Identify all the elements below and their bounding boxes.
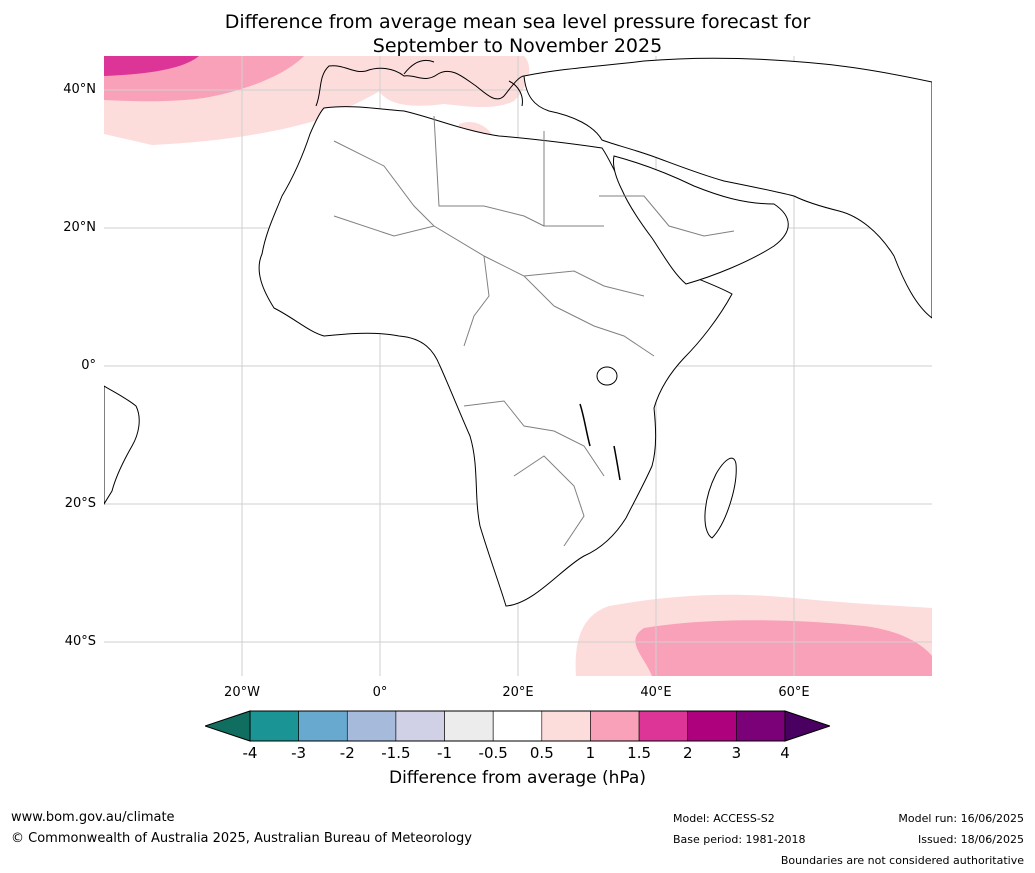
footer-disclaimer: Boundaries are not considered authoritat… xyxy=(780,854,1024,867)
lon-label-20w: 20°W xyxy=(224,685,260,700)
lat-label-20n: 20°N xyxy=(63,220,96,235)
footer-issued: Issued: 18/06/2025 xyxy=(917,833,1024,846)
lon-label-40e: 40°E xyxy=(640,685,672,700)
south-america-edge xyxy=(104,385,140,505)
footer-model-run: Model run: 16/06/2025 xyxy=(898,812,1024,825)
anomaly-area-south-mid xyxy=(635,620,932,676)
colorbar-over-arrow xyxy=(784,710,832,742)
colorbar-tick-label: -1.5 xyxy=(381,744,411,762)
colorbar-segment xyxy=(444,710,494,742)
arabian-peninsula xyxy=(613,155,789,285)
lat-label-20s: 20°S xyxy=(64,496,96,511)
map-gridlines xyxy=(104,56,932,676)
colorbar-tick-label: -3 xyxy=(291,744,307,762)
title-line-1: Difference from average mean sea level p… xyxy=(224,11,811,33)
lon-label-20e: 20°E xyxy=(502,685,534,700)
footer-model: Model: ACCESS-S2 xyxy=(673,812,775,825)
colorbar-segment xyxy=(298,710,348,742)
title-line-2: September to November 2025 xyxy=(372,35,663,57)
madagascar xyxy=(704,457,737,539)
colorbar-segment xyxy=(346,710,397,742)
forecast-map xyxy=(104,56,932,676)
colorbar xyxy=(203,710,832,745)
footer-website[interactable]: www.bom.gov.au/climate xyxy=(11,810,175,825)
footer-base-period: Base period: 1981-2018 xyxy=(673,833,806,846)
colorbar-tick-label: 3 xyxy=(731,744,742,762)
africa-landmass xyxy=(258,106,733,607)
colorbar-tick-label: -0.5 xyxy=(478,744,508,762)
lat-label-40s: 40°S xyxy=(64,634,96,649)
lon-label-60e: 60°E xyxy=(778,685,810,700)
lake-tanganyika xyxy=(579,403,591,447)
lat-label-0: 0° xyxy=(81,358,96,373)
colorbar-segment xyxy=(736,710,786,742)
colorbar-tick-label: 0.5 xyxy=(529,744,554,762)
colorbar-segment xyxy=(395,710,445,742)
lake-malawi xyxy=(613,445,621,481)
colorbar-label: Difference from average (hPa) xyxy=(389,768,646,788)
colorbar-tick-label: 1 xyxy=(585,744,596,762)
europe-landmass xyxy=(315,59,525,107)
colorbar-tick-label: 1.5 xyxy=(627,744,652,762)
colorbar-under-arrow xyxy=(203,710,251,742)
colorbar-segment xyxy=(590,710,640,742)
anomaly-area-nw-dark xyxy=(104,56,199,76)
colorbar-segment xyxy=(541,710,591,742)
asia-landmass xyxy=(523,57,932,319)
colorbar-tick-label: -1 xyxy=(437,744,453,762)
anomaly-area-mediterranean xyxy=(376,56,530,108)
colorbar-segment xyxy=(638,710,689,742)
lon-label-0: 0° xyxy=(372,685,388,700)
lat-label-40n: 40°N xyxy=(63,82,96,97)
colorbar-tick-label: -4 xyxy=(242,744,258,762)
country-borders xyxy=(333,115,735,547)
lake-victoria xyxy=(596,366,618,386)
colorbar-tick-label: 4 xyxy=(780,744,790,762)
colorbar-segment xyxy=(687,710,737,742)
colorbar-tick-label: -2 xyxy=(339,744,355,762)
colorbar-tick-label: 2 xyxy=(682,744,693,762)
map-title: Difference from average mean sea level p… xyxy=(0,10,1035,58)
colorbar-segment xyxy=(249,710,299,742)
colorbar-segment xyxy=(492,710,543,742)
footer-copyright: © Commonwealth of Australia 2025, Austra… xyxy=(11,831,472,846)
